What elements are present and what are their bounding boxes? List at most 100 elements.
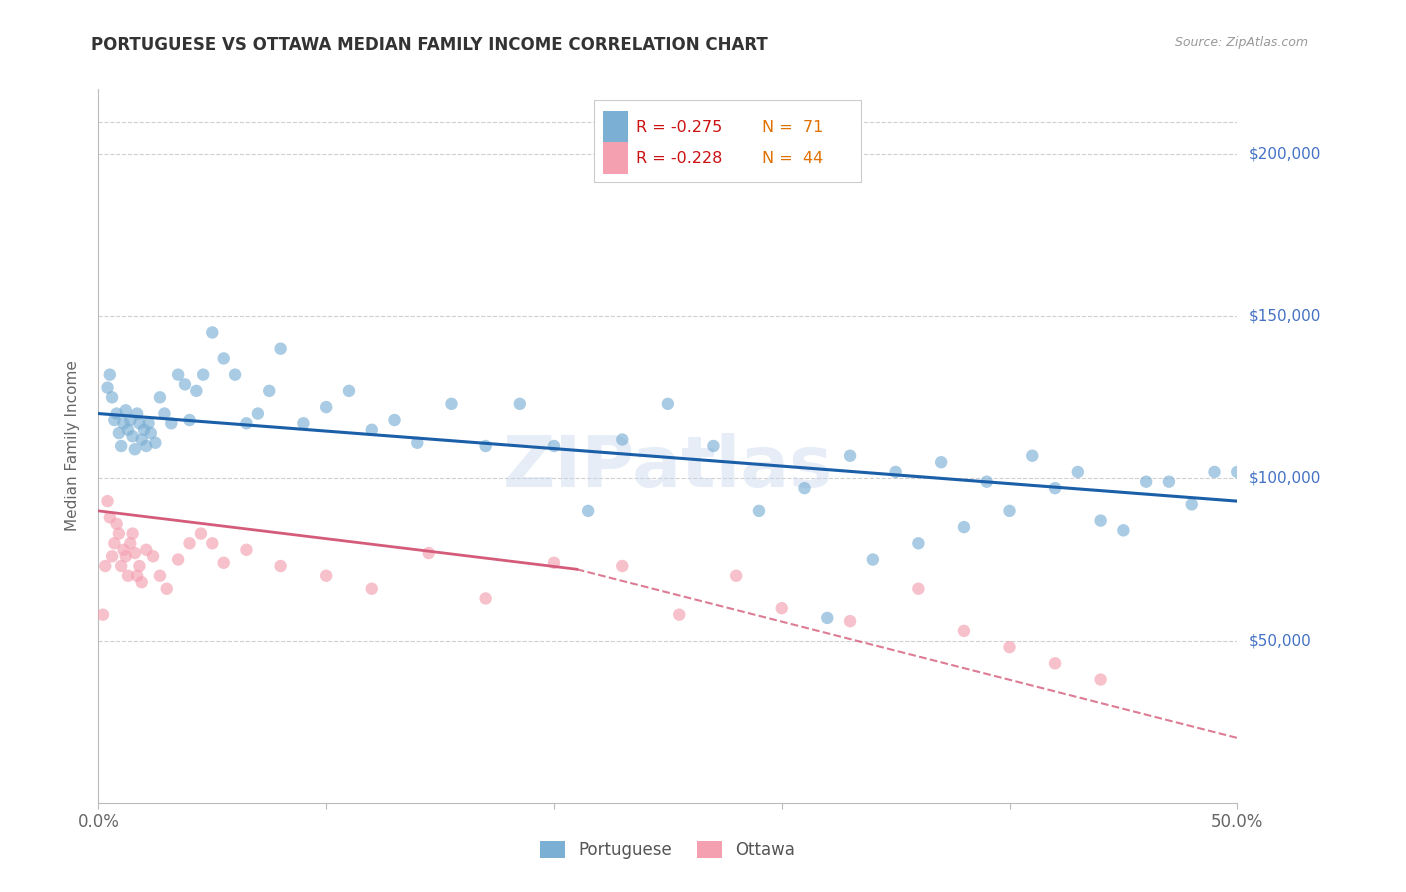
- Point: [998, 504, 1021, 518]
- Text: Source: ZipAtlas.com: Source: ZipAtlas.com: [1174, 36, 1308, 49]
- FancyBboxPatch shape: [603, 111, 628, 143]
- Point: [127, 407, 149, 421]
- Text: PORTUGUESE VS OTTAWA MEDIAN FAMILY INCOME CORRELATION CHART: PORTUGUESE VS OTTAWA MEDIAN FAMILY INCOM…: [91, 36, 768, 54]
- Point: [259, 384, 281, 398]
- Point: [135, 542, 157, 557]
- Point: [110, 439, 132, 453]
- Y-axis label: Median Family Income: Median Family Income: [65, 360, 80, 532]
- Point: [101, 390, 124, 404]
- Point: [121, 526, 143, 541]
- Point: [186, 384, 208, 398]
- Point: [103, 536, 125, 550]
- Point: [474, 591, 496, 606]
- FancyBboxPatch shape: [603, 143, 628, 175]
- Point: [1135, 475, 1157, 489]
- Point: [110, 559, 132, 574]
- Point: [1043, 481, 1066, 495]
- Point: [907, 582, 929, 596]
- Point: [793, 481, 815, 495]
- Point: [612, 559, 634, 574]
- Point: [103, 413, 125, 427]
- Text: ZIPatlas: ZIPatlas: [503, 433, 832, 502]
- Point: [235, 542, 257, 557]
- Point: [702, 439, 724, 453]
- Point: [576, 504, 599, 518]
- Point: [543, 439, 565, 453]
- Point: [120, 413, 142, 427]
- Point: [193, 368, 215, 382]
- Point: [174, 377, 197, 392]
- Point: [1181, 497, 1204, 511]
- Point: [1021, 449, 1043, 463]
- Point: [815, 611, 838, 625]
- Text: $100,000: $100,000: [1249, 471, 1320, 486]
- Text: R = -0.228: R = -0.228: [636, 151, 723, 166]
- Point: [725, 568, 748, 582]
- Point: [94, 559, 117, 574]
- Point: [1090, 673, 1112, 687]
- Point: [117, 568, 139, 582]
- Point: [270, 342, 292, 356]
- Point: [770, 601, 793, 615]
- Point: [235, 417, 257, 431]
- Point: [91, 607, 114, 622]
- FancyBboxPatch shape: [593, 100, 862, 182]
- Point: [142, 549, 165, 564]
- Point: [145, 435, 167, 450]
- Point: [201, 536, 224, 550]
- Point: [474, 439, 496, 453]
- Point: [101, 549, 124, 564]
- Point: [124, 546, 146, 560]
- Point: [105, 516, 128, 531]
- Point: [360, 582, 382, 596]
- Text: N =  71: N = 71: [762, 120, 824, 135]
- Point: [953, 520, 976, 534]
- Point: [839, 614, 862, 628]
- Point: [167, 552, 190, 566]
- Point: [131, 575, 153, 590]
- Point: [315, 400, 337, 414]
- Point: [98, 510, 121, 524]
- Point: [153, 407, 176, 421]
- Text: R = -0.275: R = -0.275: [636, 120, 723, 135]
- Point: [96, 494, 118, 508]
- Point: [108, 425, 131, 440]
- Point: [156, 582, 179, 596]
- Point: [976, 475, 998, 489]
- Point: [135, 439, 157, 453]
- Point: [418, 546, 440, 560]
- Point: [117, 423, 139, 437]
- Point: [384, 413, 406, 427]
- Point: [839, 449, 862, 463]
- Point: [440, 397, 463, 411]
- Point: [167, 368, 190, 382]
- Legend: Portuguese, Ottawa: Portuguese, Ottawa: [533, 834, 803, 866]
- Point: [1043, 657, 1066, 671]
- Point: [114, 403, 136, 417]
- Point: [98, 368, 121, 382]
- Point: [149, 568, 172, 582]
- Point: [543, 556, 565, 570]
- Point: [862, 552, 884, 566]
- Point: [292, 417, 315, 431]
- Point: [929, 455, 952, 469]
- Point: [337, 384, 360, 398]
- Point: [1226, 465, 1249, 479]
- Point: [114, 549, 136, 564]
- Point: [128, 559, 150, 574]
- Text: N =  44: N = 44: [762, 151, 824, 166]
- Point: [907, 536, 929, 550]
- Point: [1112, 524, 1135, 538]
- Point: [96, 381, 118, 395]
- Point: [139, 425, 162, 440]
- Text: $200,000: $200,000: [1249, 146, 1320, 161]
- Point: [160, 417, 183, 431]
- Point: [190, 526, 212, 541]
- Text: $150,000: $150,000: [1249, 309, 1320, 324]
- Point: [360, 423, 382, 437]
- Text: $50,000: $50,000: [1249, 633, 1312, 648]
- Point: [270, 559, 292, 574]
- Point: [121, 429, 143, 443]
- Point: [212, 351, 235, 366]
- Point: [179, 413, 201, 427]
